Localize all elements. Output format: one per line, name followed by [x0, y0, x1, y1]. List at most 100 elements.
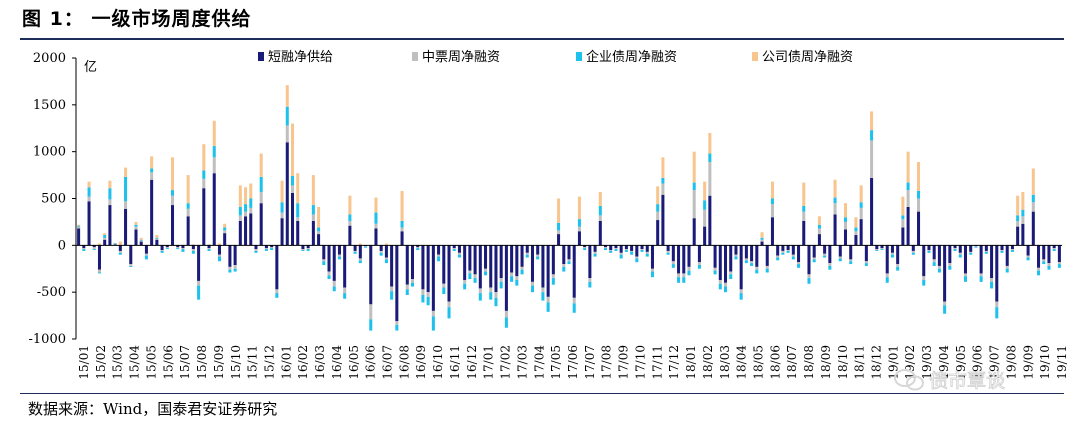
bar-segment-s1 [770, 204, 774, 218]
bar-segment-s1 [410, 279, 415, 283]
bar-segment-s3 [859, 185, 863, 203]
bar-segment-s0 [327, 245, 331, 272]
x-tick-label: 16/05 [347, 345, 361, 380]
bar-segment-s1 [197, 280, 201, 286]
bar-segment-s2 [197, 285, 201, 300]
bar-segment-s2 [697, 265, 701, 269]
bar-segment-s1 [1042, 259, 1046, 262]
bar-segment-s0 [650, 245, 654, 269]
bar-segment-s0 [343, 245, 347, 288]
x-tick-label: 16/09 [414, 345, 428, 380]
bar-segment-s0 [426, 245, 430, 293]
bar-segment-s2 [322, 261, 326, 266]
bar-segment-s0 [92, 245, 96, 248]
x-tick-label: 19/05 [954, 345, 968, 380]
bar-segment-s3 [358, 243, 362, 246]
x-tick-label: 15/02 [94, 345, 108, 380]
bar-segment-s1 [171, 195, 175, 206]
bar-segment-s2 [296, 203, 300, 218]
bar-segment-s0 [614, 245, 618, 249]
bar-segment-s3 [833, 179, 837, 198]
bar-segment-s1 [348, 220, 352, 226]
bar-segment-s2 [885, 277, 889, 283]
bar-segment-s0 [781, 245, 785, 251]
bar-segment-s1 [259, 191, 263, 204]
bar-segment-s0 [640, 245, 644, 250]
y-tick-label: 1000 [33, 145, 66, 160]
bar-segment-s0 [802, 220, 806, 246]
bar-segment-s2 [984, 251, 988, 254]
legend-label: 企业债周净融资 [586, 49, 677, 65]
bar-segment-s1 [165, 247, 169, 249]
bar-segment-s1 [437, 254, 441, 257]
bar-segment-s2 [270, 248, 274, 251]
x-tick-label: 16/06 [364, 345, 378, 380]
bar-segment-s3 [87, 181, 91, 188]
bar-segment-s2 [103, 235, 107, 238]
bar-segment-s2 [254, 250, 258, 253]
bar-segment-s2 [927, 250, 931, 253]
bar-segment-s1 [1031, 202, 1035, 212]
bar-segment-s1 [948, 263, 952, 266]
bar-segment-s2 [306, 249, 310, 251]
bar-segment-s1 [953, 248, 957, 250]
bar-segment-s0 [124, 208, 128, 246]
bar-segment-s2 [217, 256, 221, 262]
bar-segment-s1 [807, 274, 811, 279]
bar-segment-s2 [990, 281, 994, 289]
bar-segment-s1 [682, 273, 686, 278]
bar-segment-s2 [583, 248, 587, 251]
bar-segment-s1 [82, 248, 86, 250]
bar-segment-s0 [807, 245, 811, 275]
bar-segment-s2 [718, 283, 722, 290]
bar-segment-s0 [828, 245, 832, 264]
bar-segment-s2 [499, 281, 503, 289]
bar-segment-s2 [729, 274, 733, 280]
bar-segment-s1 [979, 273, 983, 277]
y-tick-label: 2000 [33, 51, 66, 66]
bar-segment-s1 [781, 250, 785, 253]
bar-segment-s1 [666, 250, 670, 253]
bar-segment-s2 [280, 202, 284, 213]
bar-segment-s1 [337, 254, 341, 257]
bar-segment-s0 [791, 245, 795, 255]
bar-segment-s2 [510, 276, 514, 282]
bar-segment-s1 [212, 157, 216, 174]
bar-segment-s1 [864, 261, 868, 264]
bar-segment-s0 [922, 245, 926, 277]
bar-segment-s1 [917, 198, 921, 212]
bar-segment-s0 [624, 245, 628, 250]
bar-segment-s0 [301, 245, 305, 250]
bar-segment-s2 [776, 257, 780, 261]
bar-segment-s1 [734, 254, 738, 257]
bar-segment-s1 [468, 270, 472, 274]
bar-segment-s1 [129, 264, 133, 266]
bar-segment-s1 [176, 247, 180, 249]
bar-segment-s0 [880, 245, 884, 249]
bar-segment-s0 [666, 245, 670, 251]
bar-segment-s1 [911, 250, 915, 253]
bar-segment-s1 [400, 227, 404, 232]
bar-segment-s3 [217, 243, 221, 246]
bar-segment-s3 [212, 120, 216, 147]
bar-segment-s2 [744, 260, 748, 264]
bar-segment-s1 [823, 253, 827, 256]
x-tick-label: 19/01 [886, 345, 900, 380]
bar-segment-s1 [624, 249, 628, 251]
bar-segment-s1 [776, 255, 780, 258]
bar-segment-s2 [1047, 265, 1051, 270]
x-tick-label: 16/07 [381, 345, 395, 380]
bar-segment-s1 [426, 292, 430, 297]
bar-segment-s1 [802, 211, 806, 221]
bar-segment-s0 [948, 245, 952, 264]
legend-label: 公司债周净融资 [762, 50, 853, 65]
bar-segment-s1 [729, 271, 733, 275]
bar-segment-s0 [932, 245, 936, 260]
bar-segment-s2 [390, 291, 394, 300]
bar-segment-s2 [551, 278, 555, 285]
bar-segment-s2 [995, 307, 999, 319]
x-tick-label: 17/09 [617, 345, 631, 380]
bar-segment-s0 [186, 216, 190, 246]
bar-segment-s2 [687, 270, 691, 276]
